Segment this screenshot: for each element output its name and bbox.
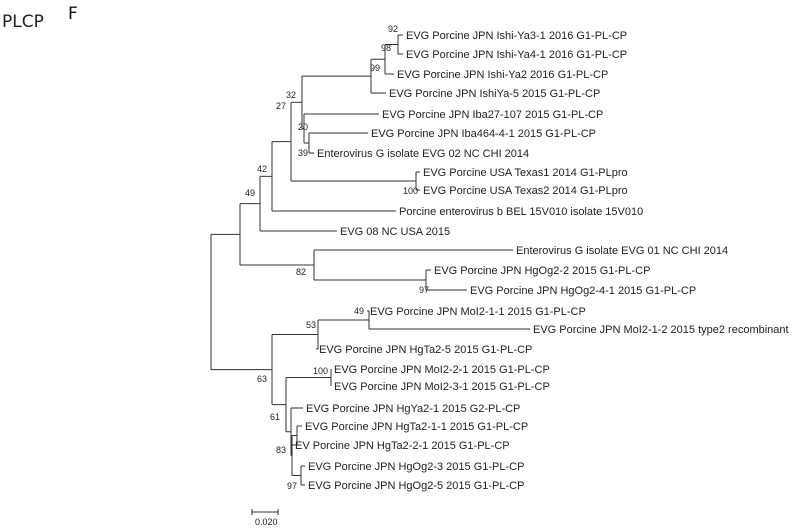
leaf-label: EVG Porcine JPN HgYa2-1 2015 G2-PL-CP [306,403,520,415]
bootstrap-value: 98 [381,43,391,53]
bootstrap-value: 39 [298,148,308,158]
leaf-label: Enterovirus G isolate EVG 02 NC CHI 2014 [317,148,529,160]
bootstrap-value: 100 [403,186,418,196]
leaf-label: EVG Porcine JPN Iba27-107 2015 G1-PL-CP [382,109,603,121]
bootstrap-value: 20 [298,122,308,132]
leaf-label: EVG Porcine JPN MoI2-1-1 2015 G1-PL-CP [370,306,586,318]
leaf-label: EVG Porcine JPN Ishi-Ya3-1 2016 G1-PL-CP [406,30,627,42]
leaf-label: Porcine enterovirus b BEL 15V010 isolate… [399,206,643,218]
leaf-label: EVG Porcine JPN HgOg2-2 2015 G1-PL-CP [434,265,650,277]
bootstrap-value: 32 [286,90,296,100]
leaf-label: EVG 08 NC USA 2015 [340,226,450,238]
leaf-label: EVG Porcine JPN MoI2-3-1 2015 G1-PL-CP [334,381,550,393]
leaf-label: EVG Porcine JPN MoI2-1-2 2015 type2 reco… [533,324,789,336]
bootstrap-value: 82 [296,267,306,277]
leaf-label: EVG Porcine JPN Iba464-4-1 2015 G1-PL-CP [371,128,596,140]
leaf-label: EVG Porcine USA Texas2 2014 G1-PLpro [423,185,628,197]
panel-letter: F [68,4,78,24]
leaf-label: Enterovirus G isolate EVG 01 NC CHI 2014 [516,245,728,257]
leaf-label: EVG Porcine JPN HgOg2-3 2015 G1-PL-CP [308,461,524,473]
bootstrap-value: 97 [419,285,429,295]
leaf-label: EV Porcine JPN HgTa2-2-1 2015 G1-PL-CP [295,440,510,452]
leaf-label: EVG Porcine JPN HgOg2-5 2015 G1-PL-CP [308,480,524,492]
bootstrap-value: 61 [270,412,280,422]
leaf-label: EVG Porcine USA Texas1 2014 G1-PLpro [423,167,628,179]
bootstrap-value: 27 [276,101,286,111]
panel-title: PLCP [2,12,44,32]
bootstrap-value: 49 [354,306,364,316]
leaf-label: EVG Porcine JPN HgTa2-1-1 2015 G1-PL-CP [305,421,528,433]
bootstrap-value: 49 [245,188,255,198]
bootstrap-value: 53 [306,320,316,330]
scale-bar-label: 0.020 [255,517,278,527]
bootstrap-value: 99 [370,63,380,73]
leaf-label: EVG Porcine JPN MoI2-2-1 2015 G1-PL-CP [334,364,550,376]
bootstrap-value: 63 [257,374,267,384]
leaf-label: EVG Porcine JPN Ishi-Ya4-1 2016 G1-PL-CP [406,49,627,61]
leaf-label: EVG Porcine JPN HgTa2-5 2015 G1-PL-CP [319,344,532,356]
leaf-label: EVG Porcine JPN Ishi-Ya2 2016 G1-PL-CP [397,69,608,81]
bootstrap-value: 42 [257,164,267,174]
bootstrap-value: 100 [313,366,328,376]
bootstrap-value: 97 [287,481,297,491]
leaf-label: EVG Porcine JPN HgOg2-4-1 2015 G1-PL-CP [470,285,696,297]
bootstrap-value: 83 [276,445,286,455]
leaf-label: EVG Porcine JPN IshiYa-5 2015 G1-PL-CP [389,88,600,100]
bootstrap-value: 92 [388,24,398,34]
